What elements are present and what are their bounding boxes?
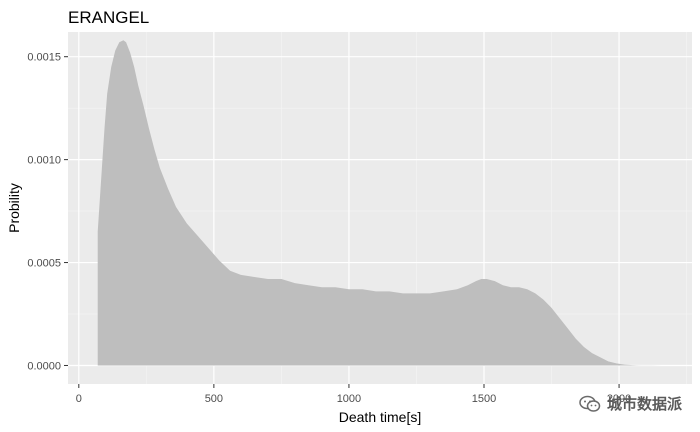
density-area bbox=[97, 40, 674, 366]
watermark: 城市数据派 bbox=[579, 393, 682, 414]
y-tick-label: 0.0015 bbox=[27, 52, 61, 64]
x-tick-label: 1000 bbox=[337, 393, 361, 405]
y-tick-label: 0.0000 bbox=[27, 360, 61, 372]
x-tick-label: 0 bbox=[76, 393, 82, 405]
y-axis-title: Probility bbox=[6, 183, 22, 233]
chart-title: ERANGEL bbox=[68, 8, 149, 27]
wechat-icon bbox=[579, 395, 601, 412]
x-tick-label: 500 bbox=[205, 393, 223, 405]
x-axis-title: Death time[s] bbox=[339, 409, 421, 425]
y-axis: 0.0000 0.0005 0.0010 0.0015 bbox=[27, 52, 68, 372]
watermark-text: 城市数据派 bbox=[606, 395, 682, 413]
x-tick-label: 1500 bbox=[472, 393, 496, 405]
y-tick-label: 0.0010 bbox=[27, 155, 61, 167]
x-tick-label: 2000 bbox=[607, 393, 631, 405]
y-tick-label: 0.0005 bbox=[27, 258, 61, 270]
x-axis: 0 500 1000 1500 2000 bbox=[76, 384, 631, 405]
